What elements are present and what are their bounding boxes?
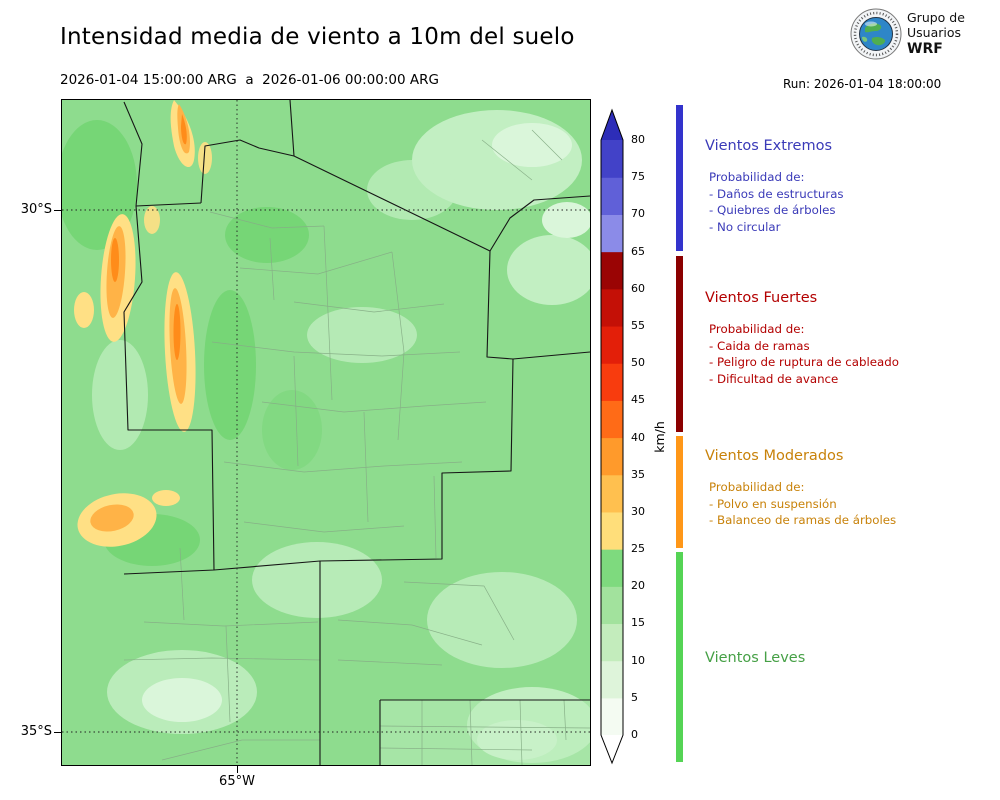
map-canvas — [62, 100, 590, 765]
colorbar-tick-label: 60 — [631, 281, 645, 295]
colorbar-tick-label: 65 — [631, 244, 645, 258]
colorbar-tick-label: 0 — [631, 728, 638, 741]
legend-title: Vientos Leves — [705, 650, 806, 666]
department-boundaries — [123, 129, 590, 765]
colorbar-extend-above-arrow — [601, 110, 623, 140]
legend-title: Vientos Fuertes — [705, 290, 818, 306]
colorbar-tick-label: 15 — [631, 616, 645, 630]
legend-item: - Caida de ramas — [709, 338, 810, 353]
colorbar-tick-label: 75 — [631, 170, 645, 184]
lat-tick-label: 35°S — [20, 724, 52, 739]
colorbar-segments — [601, 140, 623, 736]
legend-item: - Daños de estructuras — [709, 186, 844, 201]
legend-title: Vientos Moderados — [705, 448, 844, 464]
colorbar-outline — [600, 108, 624, 765]
colorbar-tick-label: 30 — [631, 504, 645, 518]
wrf-logo: Grupo de Usuarios WRF — [850, 8, 965, 60]
colorbar-tick-label: 10 — [631, 653, 645, 667]
colorbar-unit-label: km/h — [652, 421, 667, 453]
colorbar — [600, 108, 624, 768]
moderados-color-bar — [676, 436, 683, 548]
extremos-color-bar — [676, 105, 683, 251]
lon-tick-65 — [237, 766, 238, 773]
colorbar-tick-label: 35 — [631, 467, 645, 481]
legend-section-fuertes: Vientos Fuertes Probabilidad de: - Caida… — [705, 290, 997, 387]
colorbar-extend-below-arrow — [601, 735, 623, 763]
globe-icon — [850, 8, 902, 60]
lon-tick-label: 65°W — [219, 774, 255, 789]
logo-text-line2: Usuarios — [907, 25, 962, 41]
moderate-wind-zones — [74, 100, 212, 547]
lat-tick-30 — [54, 210, 61, 211]
legend-prob-label: Probabilidad de: — [709, 170, 805, 184]
logo-text-line1: Grupo de — [907, 9, 965, 25]
wind-intensity-map — [61, 99, 591, 766]
legend-item: - Quiebres de árboles — [709, 203, 836, 217]
colorbar-ticks: 0 5 10 15 20 25 30 35 40 45 50 55 60 65 70 75 80 — [627, 108, 661, 768]
legend-prob-label: Probabilidad de: — [709, 322, 805, 336]
legend-section-leves: Vientos Leves — [705, 650, 997, 681]
colorbar-tick-label: 45 — [631, 393, 645, 407]
valid-period: 2026-01-04 15:00:00 ARG a 2026-01-06 00:… — [60, 72, 439, 88]
province-boundaries — [123, 100, 590, 765]
colorbar-tick-label: 40 — [631, 430, 645, 444]
legend-item: - Balanceo de ramas de árboles — [709, 513, 897, 527]
leves-color-bar — [676, 552, 683, 762]
legend-item: - Dificultad de avance — [709, 371, 839, 386]
legend-prob-label: Probabilidad de: — [709, 480, 805, 494]
run-timestamp: Run: 2026-01-04 18:00:00 — [783, 77, 942, 91]
legend-section-extremos: Vientos Extremos Probabilidad de: - Daño… — [705, 138, 997, 235]
colorbar-tick-label: 55 — [631, 318, 645, 332]
legend-title: Vientos Extremos — [705, 138, 833, 154]
colorbar-tick-label: 80 — [631, 133, 645, 146]
colorbar-tick-label: 5 — [631, 690, 638, 704]
colorbar-tick-label: 25 — [631, 542, 645, 556]
colorbar-tick-label: 70 — [631, 207, 645, 221]
colorbar-tick-label: 50 — [631, 356, 645, 370]
legend-item: - No circular — [709, 219, 781, 234]
page-title: Intensidad media de viento a 10m del sue… — [60, 24, 575, 50]
lat-tick-label: 30°S — [20, 202, 52, 217]
lat-tick-35 — [54, 732, 61, 733]
logo-text-wrf: WRF — [907, 40, 943, 57]
graticule-lines — [62, 100, 590, 765]
legend-item: - Polvo en suspensión — [709, 496, 837, 511]
fuertes-color-bar — [676, 256, 683, 432]
legend-section-moderados: Vientos Moderados Probabilidad de: - Pol… — [705, 448, 997, 529]
colorbar-tick-label: 20 — [631, 579, 645, 593]
legend-item: - Peligro de ruptura de cableado — [709, 355, 899, 369]
